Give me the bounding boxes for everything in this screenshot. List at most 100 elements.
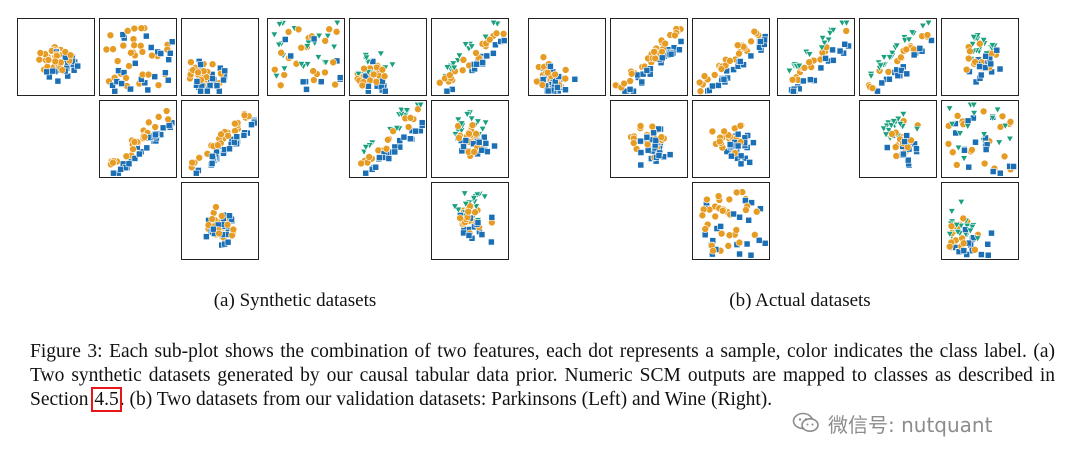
point-class-1	[734, 130, 742, 138]
point-class-1	[151, 73, 159, 81]
point-class-0	[636, 122, 645, 130]
point-class-0	[966, 47, 974, 56]
point-class-2	[954, 229, 962, 237]
point-class-1	[650, 129, 657, 137]
point-class-0	[717, 229, 726, 238]
point-class-1	[317, 78, 325, 86]
point-class-0	[696, 87, 705, 95]
point-class-1	[54, 77, 62, 85]
point-class-1	[996, 169, 1004, 177]
point-class-0	[788, 75, 797, 84]
point-class-2	[805, 51, 814, 59]
scatter-plot	[450, 190, 496, 246]
point-class-1	[281, 36, 289, 43]
point-class-1	[164, 76, 172, 84]
point-class-1	[125, 160, 133, 168]
point-class-1	[362, 72, 370, 80]
scatter-panel-f1-f2	[777, 18, 855, 96]
section-reference-link[interactable]: 4.5	[91, 387, 122, 412]
point-class-2	[880, 54, 889, 62]
point-class-0	[732, 188, 741, 197]
point-class-0	[66, 51, 75, 59]
point-class-1	[976, 63, 983, 70]
point-class-2	[297, 61, 306, 69]
point-class-1	[829, 46, 836, 54]
point-class-1	[750, 139, 757, 146]
point-class-2	[280, 65, 289, 73]
point-class-1	[482, 140, 490, 147]
scatter-panel-f1-f2	[528, 18, 606, 96]
point-class-1	[197, 61, 205, 68]
point-class-2	[963, 123, 972, 131]
point-class-1	[655, 125, 663, 133]
caption-text-part1: Figure 3: Each sub-plot shows the combin…	[30, 341, 1055, 410]
figure-grid	[17, 18, 1019, 260]
point-class-1	[396, 137, 404, 144]
scatter-plot	[270, 19, 344, 93]
point-class-1	[717, 223, 724, 230]
point-class-2	[818, 35, 827, 43]
point-class-0	[472, 49, 480, 57]
point-class-2	[388, 61, 397, 69]
point-class-1	[901, 138, 908, 145]
point-class-2	[461, 41, 470, 49]
point-class-1	[465, 232, 473, 239]
point-class-1	[761, 239, 769, 247]
point-class-1	[637, 137, 644, 145]
point-class-1	[984, 240, 992, 248]
point-class-1	[571, 75, 579, 83]
point-class-2	[785, 67, 794, 75]
point-class-0	[700, 72, 709, 80]
scatter-plot	[708, 121, 757, 168]
point-class-2	[443, 64, 452, 72]
point-class-2	[474, 118, 482, 126]
point-class-0	[188, 158, 196, 167]
point-class-0	[717, 65, 726, 73]
point-class-1	[913, 145, 920, 153]
point-class-1	[117, 166, 124, 173]
point-class-0	[627, 69, 636, 78]
point-class-2	[913, 125, 922, 133]
point-class-2	[952, 222, 961, 230]
point-class-0	[331, 80, 339, 89]
point-class-2	[918, 22, 927, 30]
point-class-0	[109, 158, 117, 167]
point-class-1	[303, 86, 310, 93]
point-class-0	[959, 239, 968, 248]
scatter-panel-f1-f3	[99, 18, 177, 96]
point-class-0	[703, 195, 711, 204]
point-class-2	[361, 144, 370, 152]
point-class-1	[643, 133, 651, 141]
point-class-1	[734, 142, 742, 150]
point-class-0	[708, 127, 717, 136]
point-class-1	[162, 69, 169, 77]
point-class-0	[710, 71, 719, 79]
point-class-1	[203, 233, 210, 240]
point-class-1	[230, 138, 238, 146]
point-class-0	[154, 81, 163, 89]
point-class-0	[561, 66, 570, 74]
point-class-1	[996, 65, 1004, 73]
point-class-1	[126, 85, 134, 93]
point-class-1	[111, 87, 119, 95]
point-class-2	[924, 19, 933, 27]
point-class-1	[484, 148, 491, 155]
point-class-1	[141, 79, 149, 87]
point-class-1	[643, 67, 651, 74]
point-class-1	[676, 46, 683, 54]
point-class-0	[800, 64, 809, 72]
scatter-panel-f2-f3	[859, 100, 937, 178]
point-class-1	[118, 80, 125, 87]
point-class-1	[70, 66, 78, 74]
point-class-2	[829, 27, 838, 35]
point-class-2	[354, 70, 363, 78]
point-class-1	[666, 151, 674, 158]
point-class-0	[725, 195, 734, 204]
point-class-0	[735, 238, 744, 247]
point-class-1	[728, 152, 735, 160]
point-class-0	[499, 30, 508, 38]
point-class-1	[736, 250, 743, 258]
point-class-0	[471, 208, 479, 217]
point-class-0	[897, 53, 905, 62]
point-class-1	[984, 251, 992, 259]
